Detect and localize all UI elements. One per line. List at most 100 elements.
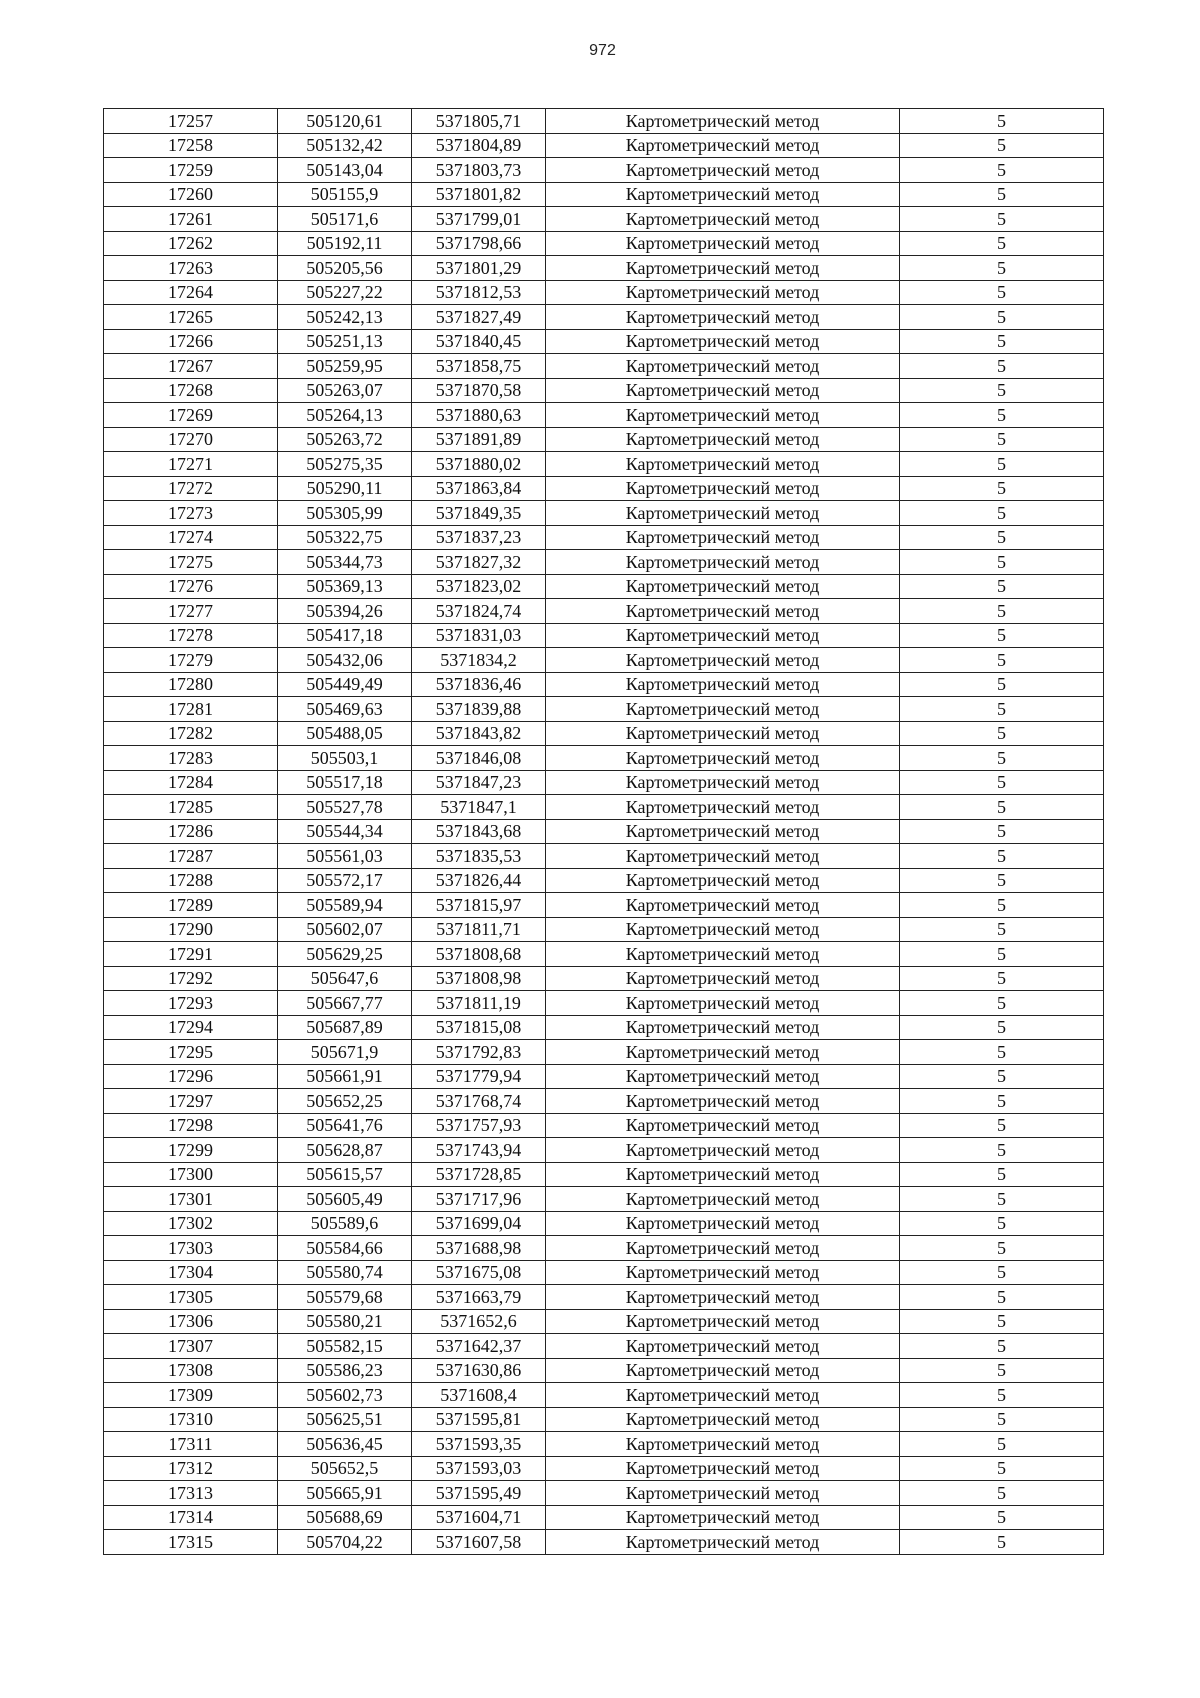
method-cell: Картометрический метод [545,916,900,942]
method-cell: Картометрический метод [545,1063,900,1089]
x-coordinate-cell: 505704,22 [277,1529,412,1555]
table-row: 17307 505582,15 5371642,37 Картометрический… [103,1333,1104,1359]
method-cell: Картометрический метод [545,1382,900,1408]
accuracy-cell: 5 [899,230,1104,256]
table-row: 17273 505305,99 5371849,35 Картометрический… [103,500,1104,526]
y-coordinate-cell: 5371880,02 [411,451,546,477]
table-row: 17315 505704,22 5371607,58 Картометрический… [103,1529,1104,1555]
accuracy-cell: 5 [899,206,1104,232]
y-coordinate-cell: 5371834,2 [411,647,546,673]
y-coordinate-cell: 5371826,44 [411,867,546,893]
accuracy-cell: 5 [899,941,1104,967]
accuracy-cell: 5 [899,965,1104,991]
method-cell: Картометрический метод [545,1014,900,1040]
table-row: 17291 505629,25 5371808,68 Картометрический… [103,941,1104,967]
x-coordinate-cell: 505602,73 [277,1382,412,1408]
point-number-cell: 17262 [103,230,278,256]
accuracy-cell: 5 [899,1259,1104,1285]
x-coordinate-cell: 505602,07 [277,916,412,942]
y-coordinate-cell: 5371812,53 [411,279,546,305]
method-cell: Картометрический метод [545,1235,900,1261]
table-row: 17313 505665,91 5371595,49 Картометрический… [103,1480,1104,1506]
table-row: 17311 505636,45 5371593,35 Картометрический… [103,1431,1104,1457]
table-row: 17295 505671,9 5371792,83 Картометрический … [103,1039,1104,1065]
point-number-cell: 17299 [103,1137,278,1163]
method-cell: Картометрический метод [545,255,900,281]
accuracy-cell: 5 [899,1186,1104,1212]
x-coordinate-cell: 505580,74 [277,1259,412,1285]
table-row: 17266 505251,13 5371840,45 Картометрический… [103,328,1104,354]
x-coordinate-cell: 505561,03 [277,843,412,869]
table-row: 17264 505227,22 5371812,53 Картометрический… [103,279,1104,305]
table-row: 17271 505275,35 5371880,02 Картометрический… [103,451,1104,477]
x-coordinate-cell: 505488,05 [277,720,412,746]
point-number-cell: 17260 [103,181,278,207]
table-row: 17262 505192,11 5371798,66 Картометрический… [103,230,1104,256]
point-number-cell: 17279 [103,647,278,673]
method-cell: Картометрический метод [545,598,900,624]
table-row: 17265 505242,13 5371827,49 Картометрический… [103,304,1104,330]
point-number-cell: 17274 [103,524,278,550]
table-row: 17300 505615,57 5371728,85 Картометрический… [103,1161,1104,1187]
table-row: 17258 505132,42 5371804,89 Картометрический… [103,132,1104,158]
y-coordinate-cell: 5371847,1 [411,794,546,820]
y-coordinate-cell: 5371779,94 [411,1063,546,1089]
method-cell: Картометрический метод [545,1210,900,1236]
accuracy-cell: 5 [899,1284,1104,1310]
accuracy-cell: 5 [899,1161,1104,1187]
y-coordinate-cell: 5371792,83 [411,1039,546,1065]
point-number-cell: 17292 [103,965,278,991]
point-number-cell: 17273 [103,500,278,526]
table-row: 17269 505264,13 5371880,63 Картометрический… [103,402,1104,428]
x-coordinate-cell: 505586,23 [277,1357,412,1383]
method-cell: Картометрический метод [545,353,900,379]
y-coordinate-cell: 5371803,73 [411,157,546,183]
y-coordinate-cell: 5371815,08 [411,1014,546,1040]
coordinates-table: 17257 505120,61 5371805,71 Картометрический… [103,108,1104,1555]
point-number-cell: 17271 [103,451,278,477]
x-coordinate-cell: 505192,11 [277,230,412,256]
method-cell: Картометрический метод [545,1137,900,1163]
point-number-cell: 17283 [103,745,278,771]
x-coordinate-cell: 505661,91 [277,1063,412,1089]
table-row: 17275 505344,73 5371827,32 Картометрический… [103,549,1104,575]
x-coordinate-cell: 505582,15 [277,1333,412,1359]
method-cell: Картометрический метод [545,132,900,158]
x-coordinate-cell: 505263,07 [277,377,412,403]
y-coordinate-cell: 5371863,84 [411,475,546,501]
y-coordinate-cell: 5371827,32 [411,549,546,575]
x-coordinate-cell: 505394,26 [277,598,412,624]
y-coordinate-cell: 5371593,35 [411,1431,546,1457]
point-number-cell: 17258 [103,132,278,158]
x-coordinate-cell: 505205,56 [277,255,412,281]
table-row: 17259 505143,04 5371803,73 Картометрический… [103,157,1104,183]
method-cell: Картометрический метод [545,696,900,722]
point-number-cell: 17289 [103,892,278,918]
y-coordinate-cell: 5371717,96 [411,1186,546,1212]
point-number-cell: 17286 [103,818,278,844]
table-row: 17267 505259,95 5371858,75 Картометрический… [103,353,1104,379]
x-coordinate-cell: 505344,73 [277,549,412,575]
method-cell: Картометрический метод [545,1039,900,1065]
y-coordinate-cell: 5371805,71 [411,108,546,134]
y-coordinate-cell: 5371827,49 [411,304,546,330]
table-row: 17298 505641,76 5371757,93 Картометрический… [103,1112,1104,1138]
x-coordinate-cell: 505305,99 [277,500,412,526]
y-coordinate-cell: 5371663,79 [411,1284,546,1310]
x-coordinate-cell: 505589,6 [277,1210,412,1236]
method-cell: Картометрический метод [545,818,900,844]
accuracy-cell: 5 [899,892,1104,918]
point-number-cell: 17306 [103,1308,278,1334]
accuracy-cell: 5 [899,1014,1104,1040]
table-row: 17287 505561,03 5371835,53 Картометрический… [103,843,1104,869]
table-row: 17288 505572,17 5371826,44 Картометрический… [103,867,1104,893]
accuracy-cell: 5 [899,1431,1104,1457]
table-row: 17309 505602,73 5371608,4 Картометрический … [103,1382,1104,1408]
table-row: 17299 505628,87 5371743,94 Картометрический… [103,1137,1104,1163]
table-row: 17302 505589,6 5371699,04 Картометрический … [103,1210,1104,1236]
y-coordinate-cell: 5371595,81 [411,1406,546,1432]
table-row: 17297 505652,25 5371768,74 Картометрический… [103,1088,1104,1114]
y-coordinate-cell: 5371757,93 [411,1112,546,1138]
point-number-cell: 17304 [103,1259,278,1285]
table-row: 17285 505527,78 5371847,1 Картометрический … [103,794,1104,820]
